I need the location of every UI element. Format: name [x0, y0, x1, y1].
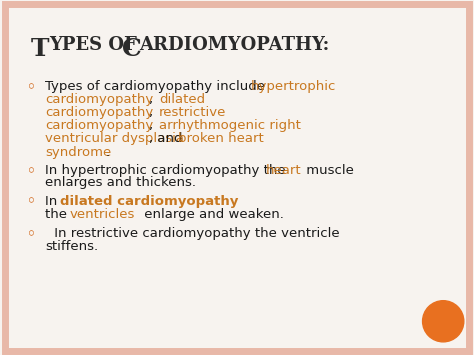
Text: In restrictive cardiomyopathy the ventricle: In restrictive cardiomyopathy the ventri…: [50, 227, 339, 240]
Text: broken heart: broken heart: [178, 132, 264, 146]
Text: dilated cardiomyopathy: dilated cardiomyopathy: [60, 195, 238, 208]
Text: arrhythmogenic right: arrhythmogenic right: [159, 119, 301, 132]
Text: T: T: [31, 37, 49, 61]
Text: ,: ,: [149, 119, 158, 132]
Text: dilated: dilated: [159, 93, 205, 106]
Text: ventricular dysplasia: ventricular dysplasia: [45, 132, 184, 146]
Text: stiffens.: stiffens.: [45, 240, 98, 253]
Text: hypertrophic: hypertrophic: [251, 80, 337, 93]
Text: ◦: ◦: [27, 164, 36, 178]
Text: muscle: muscle: [302, 164, 354, 177]
Text: , and: , and: [149, 132, 187, 146]
Text: ,: ,: [149, 93, 158, 106]
Text: C: C: [122, 37, 142, 61]
Text: In hypertrophic cardiomyopathy the: In hypertrophic cardiomyopathy the: [45, 164, 290, 177]
Text: the: the: [45, 208, 71, 221]
Text: ventricles: ventricles: [70, 208, 135, 221]
Text: Types of cardiomyopathy include: Types of cardiomyopathy include: [45, 80, 269, 93]
Text: In: In: [45, 195, 62, 208]
Text: ◦: ◦: [27, 80, 36, 94]
Text: ,: ,: [149, 106, 158, 119]
Ellipse shape: [422, 301, 464, 342]
Text: YPES OF: YPES OF: [49, 36, 143, 54]
Text: enlarges and thickens.: enlarges and thickens.: [45, 176, 196, 190]
Text: cardiomyopathy: cardiomyopathy: [45, 106, 153, 119]
Text: cardiomyopathy: cardiomyopathy: [45, 93, 153, 106]
Text: cardiomyopathy: cardiomyopathy: [45, 119, 153, 132]
FancyBboxPatch shape: [5, 4, 469, 351]
Text: enlarge and weaken.: enlarge and weaken.: [140, 208, 284, 221]
Text: restrictive: restrictive: [159, 106, 226, 119]
Text: syndrome: syndrome: [45, 146, 111, 159]
Text: .: .: [105, 146, 109, 159]
Text: heart: heart: [265, 164, 301, 177]
Text: ◦: ◦: [27, 227, 36, 241]
Text: ◦: ◦: [27, 195, 36, 208]
Text: ARDIOMYOPATHY:: ARDIOMYOPATHY:: [139, 36, 329, 54]
